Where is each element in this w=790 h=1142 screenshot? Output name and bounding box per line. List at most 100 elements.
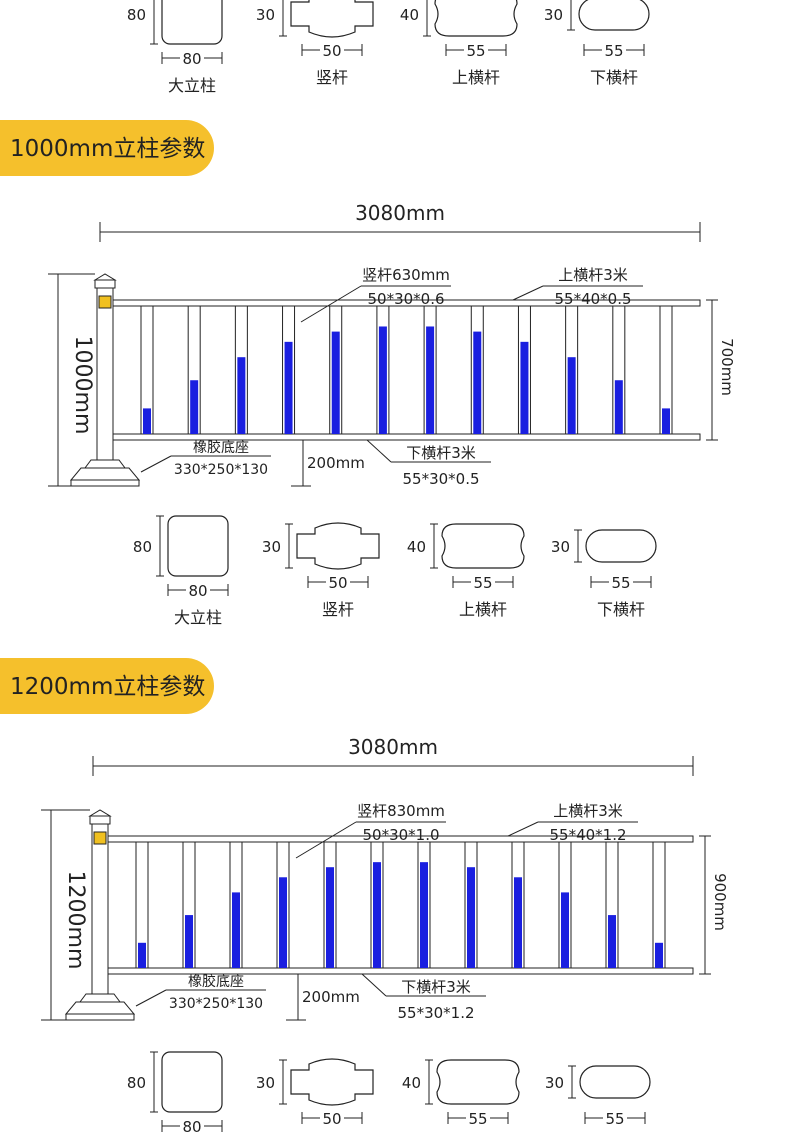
inner-height-label: 700mm (718, 338, 736, 396)
vertical-bar-blue-fill (514, 877, 522, 968)
vertical-bar-blue-fill (190, 380, 199, 434)
overall-height-label: 1000mm (70, 336, 95, 435)
lower-rail-section-icon (578, 0, 650, 31)
rubber-base-plate (70, 479, 140, 487)
vertical-bar-blue-fill (373, 862, 381, 968)
vertical-bar-blue-fill (279, 877, 287, 968)
height-dim-label: 30 (256, 1074, 275, 1092)
upper-rail-section-icon (441, 523, 525, 569)
vertical-bar-blue-fill (662, 408, 670, 434)
post-leader-line (300, 285, 362, 323)
height-dim-label: 40 (407, 538, 426, 556)
section-name-label: 竖杆 (316, 68, 348, 87)
upper-rail-spec: 55*40*0.5 (554, 290, 631, 308)
height-dim-label: 40 (402, 1074, 421, 1092)
height-dim-label: 30 (545, 1074, 564, 1092)
lower-rail (107, 967, 694, 975)
vertical-bar-blue-fill (378, 326, 387, 434)
overall-height-label: 1200mm (63, 871, 88, 970)
height-dim-label: 30 (551, 538, 570, 556)
vertical-bar-blue-fill (143, 408, 151, 434)
upper-leader-line (512, 285, 544, 301)
vertical-bar-blue-fill (331, 331, 340, 434)
width-dim-label: 80 (182, 50, 201, 68)
vertical-bar-blue-fill (426, 326, 435, 434)
post-cap-icon (93, 273, 117, 281)
square-post-section-icon (167, 515, 229, 577)
section-name-label: 上横杆 (459, 600, 507, 619)
ground-gap-label: 200mm (302, 988, 360, 1006)
total-width-label: 3080mm (348, 735, 438, 759)
upper-rail-section-icon (436, 1059, 520, 1105)
section-banner (0, 658, 214, 714)
lower-rail-section-icon (579, 1065, 651, 1099)
width-dim-label: 80 (182, 1118, 201, 1136)
base-label: 橡胶底座 (188, 973, 244, 990)
vertical-bar-blue-fill (608, 915, 616, 968)
section-banner-title: 1000mm立柱参数 (10, 136, 205, 162)
ground-gap-label: 200mm (307, 454, 365, 472)
width-dim-label: 55 (473, 574, 492, 592)
post-reflector-icon (98, 295, 112, 309)
vertical-bar-section-icon (290, 1058, 374, 1106)
total-width-label: 3080mm (355, 201, 445, 225)
vertical-bar-blue-fill (326, 867, 334, 968)
lower-leader-line (361, 973, 387, 997)
base-collar (79, 993, 121, 1003)
lower-leader-line (366, 439, 392, 463)
height-dim-label: 30 (256, 6, 275, 24)
vertical-bar-blue-fill (473, 331, 482, 434)
upper-rail-spec: 55*40*1.2 (549, 826, 626, 844)
height-dim-label: 80 (133, 538, 152, 556)
inner-height-label: 900mm (711, 873, 729, 931)
base-spec: 330*250*130 (169, 996, 263, 1012)
vertical-bar-section-icon (290, 0, 374, 38)
post-length-label: 竖杆830mm (357, 802, 445, 820)
rubber-base-icon (69, 467, 141, 481)
lower-rail-label: 下横杆3米 (406, 444, 476, 462)
width-dim-label: 55 (605, 1110, 624, 1128)
vertical-bar-blue-fill (561, 892, 569, 968)
base-leader-line (140, 455, 172, 473)
base-spec: 330*250*130 (174, 462, 268, 478)
section-name-label: 下横杆 (597, 600, 645, 619)
square-post-section-icon (161, 1051, 223, 1113)
rubber-base-icon (64, 1001, 136, 1015)
post-reflector-icon (93, 831, 107, 845)
base-leader-line (135, 989, 167, 1007)
post-cap-band (94, 279, 116, 289)
lower-rail-spec: 55*30*0.5 (402, 470, 479, 488)
vertical-bar-section-icon (296, 522, 380, 570)
lower-rail (112, 433, 701, 441)
width-dim-label: 55 (468, 1110, 487, 1128)
post-cap-band (89, 815, 111, 825)
rubber-base-plate (65, 1013, 135, 1021)
square-post-section-icon (161, 0, 223, 45)
upper-rail-label: 上横杆3米 (553, 802, 623, 820)
width-dim-label: 80 (188, 582, 207, 600)
vertical-bar-blue-fill (284, 341, 293, 434)
section-name-label: 上横杆 (452, 68, 500, 87)
lower-rail-label: 下横杆3米 (401, 978, 471, 996)
width-dim-label: 55 (466, 42, 485, 60)
vertical-bar-blue-fill (520, 341, 529, 434)
width-dim-label: 55 (611, 574, 630, 592)
post-spec-label: 50*30*1.0 (362, 826, 439, 844)
vertical-bar-blue-fill (420, 862, 428, 968)
vertical-bar-blue-fill (237, 357, 246, 434)
width-dim-label: 50 (322, 42, 341, 60)
post-cap-icon (88, 809, 112, 817)
section-name-label: 大立柱 (174, 608, 222, 627)
height-dim-label: 30 (262, 538, 281, 556)
upper-rail (112, 299, 701, 307)
height-dim-label: 30 (544, 6, 563, 24)
vertical-bar-blue-fill (138, 942, 146, 968)
main-post (96, 287, 114, 461)
width-dim-label: 50 (328, 574, 347, 592)
vertical-bar-blue-fill (232, 892, 240, 968)
width-dim-label: 55 (604, 42, 623, 60)
upper-rail-section-icon (434, 0, 518, 37)
upper-leader-line (507, 821, 539, 837)
vertical-bar-blue-fill (567, 357, 576, 434)
